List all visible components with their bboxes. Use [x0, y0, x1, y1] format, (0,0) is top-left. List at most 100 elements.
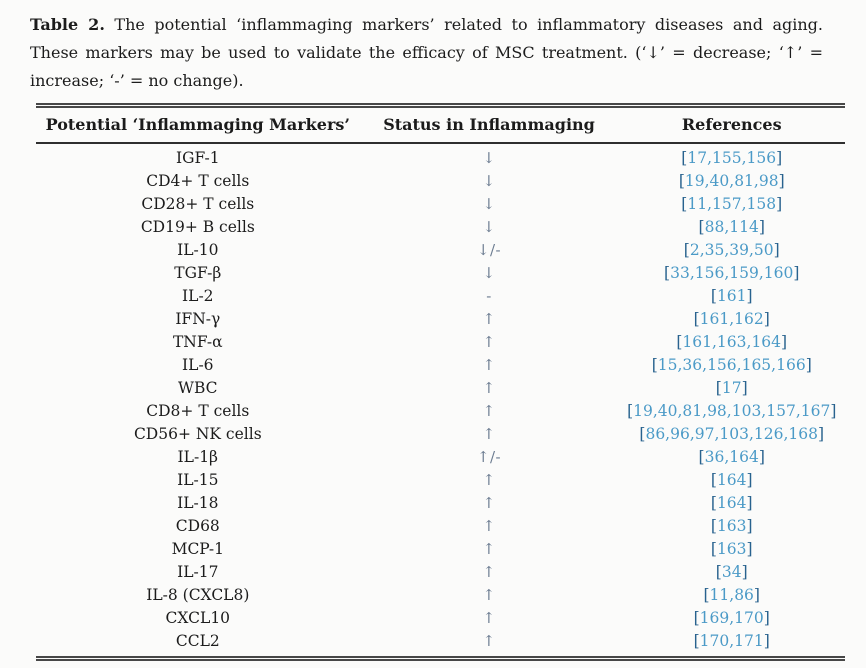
- reference-citation-link[interactable]: 19,40,81,98: [684, 172, 779, 190]
- reference-close-bracket: ]: [746, 517, 753, 535]
- status-cell: ↑: [360, 331, 619, 354]
- table-row: CD28+ T cells ↓ [11,157,158]: [36, 193, 845, 216]
- reference-open-bracket: [: [715, 379, 722, 397]
- reference-citation-link[interactable]: 161,163,164: [682, 333, 782, 351]
- reference-open-bracket: [: [698, 218, 705, 236]
- status-value: ↓/-: [476, 241, 502, 259]
- reference-open-bracket: [: [693, 632, 700, 650]
- status-cell: ↓/-: [360, 239, 619, 262]
- status-cell: -: [360, 285, 619, 308]
- status-cell: ↑: [360, 354, 619, 377]
- table-row: IL-6 ↑ [15,36,156,165,166]: [36, 354, 845, 377]
- reference-citation-link[interactable]: 169,170: [699, 609, 764, 627]
- marker-name: TNF-α: [172, 333, 223, 351]
- marker-name: IL-15: [177, 471, 219, 489]
- reference-open-bracket: [: [678, 172, 685, 190]
- reference-citation-link[interactable]: 11,157,158: [687, 195, 777, 213]
- status-cell: ↓: [360, 262, 619, 285]
- reference-open-bracket: [: [627, 402, 634, 420]
- marker-name: IFN-γ: [175, 310, 221, 328]
- references-cell: [11,86]: [618, 584, 845, 607]
- reference-open-bracket: [: [710, 540, 717, 558]
- status-value: ↓: [482, 264, 496, 282]
- table-row: CCL2 ↑ [170,171]: [36, 630, 845, 659]
- status-value: ↓: [482, 218, 496, 236]
- marker-cell: IL-8 (CXCL8): [36, 584, 360, 607]
- marker-cell: IL-10: [36, 239, 360, 262]
- reference-citation-link[interactable]: 88,114: [704, 218, 759, 236]
- reference-citation-link[interactable]: 161,162: [699, 310, 764, 328]
- status-cell: ↑: [360, 538, 619, 561]
- status-cell: ↑: [360, 607, 619, 630]
- references-cell: [170,171]: [618, 630, 845, 659]
- reference-open-bracket: [: [676, 333, 683, 351]
- reference-citation-link[interactable]: 86,96,97,103,126,168: [645, 425, 819, 443]
- marker-cell: CCL2: [36, 630, 360, 659]
- reference-close-bracket: ]: [746, 540, 753, 558]
- reference-citation-link[interactable]: 164: [716, 471, 747, 489]
- reference-citation-link[interactable]: 163: [716, 517, 747, 535]
- reference-open-bracket: [: [651, 356, 658, 374]
- table-row: IL-18 ↑ [164]: [36, 492, 845, 515]
- marker-cell: IL-6: [36, 354, 360, 377]
- table-header-row: Potential ‘Inflammaging Markers’ Status …: [36, 105, 845, 144]
- reference-citation-link[interactable]: 19,40,81,98,103,157,167: [633, 402, 831, 420]
- marker-name: IGF-1: [175, 149, 220, 167]
- reference-citation-link[interactable]: 163: [716, 540, 747, 558]
- marker-cell: IL-1β: [36, 446, 360, 469]
- reference-open-bracket: [: [639, 425, 646, 443]
- status-value: ↑: [482, 563, 496, 581]
- reference-citation-link[interactable]: 34: [721, 563, 742, 581]
- reference-citation-link[interactable]: 161: [716, 287, 747, 305]
- reference-open-bracket: [: [683, 241, 690, 259]
- marker-name: CD8+ T cells: [146, 402, 250, 420]
- marker-name: IL-2: [182, 287, 214, 305]
- table-row: IL-2 - [161]: [36, 285, 845, 308]
- references-cell: [2,35,39,50]: [618, 239, 845, 262]
- marker-name: MCP-1: [171, 540, 224, 558]
- marker-cell: CD56+ NK cells: [36, 423, 360, 446]
- references-cell: [86,96,97,103,126,168]: [618, 423, 845, 446]
- reference-open-bracket: [: [710, 287, 717, 305]
- reference-open-bracket: [: [693, 609, 700, 627]
- marker-cell: MCP-1: [36, 538, 360, 561]
- table-body: IGF-1 ↓ [17,155,156] CD4+ T cells ↓ [19,…: [36, 143, 845, 659]
- reference-citation-link[interactable]: 36,164: [704, 448, 759, 466]
- status-cell: ↑: [360, 308, 619, 331]
- status-value: ↑: [482, 356, 496, 374]
- reference-citation-link[interactable]: 17: [721, 379, 742, 397]
- reference-open-bracket: [: [698, 448, 705, 466]
- status-value: ↑: [482, 494, 496, 512]
- status-cell: ↑: [360, 423, 619, 446]
- reference-citation-link[interactable]: 170,171: [699, 632, 764, 650]
- references-cell: [163]: [618, 538, 845, 561]
- reference-citation-link[interactable]: 33,156,159,160: [670, 264, 794, 282]
- table-row: CD4+ T cells ↓ [19,40,81,98]: [36, 170, 845, 193]
- status-value: ↑: [482, 402, 496, 420]
- status-value: ↓: [482, 195, 496, 213]
- status-cell: ↑: [360, 584, 619, 607]
- references-cell: [161,162]: [618, 308, 845, 331]
- marker-name: CXCL10: [165, 609, 231, 627]
- reference-citation-link[interactable]: 2,35,39,50: [689, 241, 774, 259]
- status-value: ↑: [482, 517, 496, 535]
- table-row: IL-10 ↓/- [2,35,39,50]: [36, 239, 845, 262]
- reference-citation-link[interactable]: 164: [716, 494, 747, 512]
- table-row: CXCL10 ↑ [169,170]: [36, 607, 845, 630]
- reference-close-bracket: ]: [793, 264, 800, 282]
- references-cell: [34]: [618, 561, 845, 584]
- reference-close-bracket: ]: [830, 402, 837, 420]
- marker-cell: TGF-β: [36, 262, 360, 285]
- marker-name: CCL2: [175, 632, 220, 650]
- reference-citation-link[interactable]: 11,86: [709, 586, 754, 604]
- reference-open-bracket: [: [710, 471, 717, 489]
- status-cell: ↓: [360, 143, 619, 170]
- marker-name: CD68: [175, 517, 220, 535]
- status-value: ↑: [482, 310, 496, 328]
- status-value: ↓: [482, 149, 496, 167]
- table-row: IL-8 (CXCL8) ↑ [11,86]: [36, 584, 845, 607]
- reference-citation-link[interactable]: 17,155,156: [687, 149, 777, 167]
- references-cell: [17,155,156]: [618, 143, 845, 170]
- reference-citation-link[interactable]: 15,36,156,165,166: [657, 356, 806, 374]
